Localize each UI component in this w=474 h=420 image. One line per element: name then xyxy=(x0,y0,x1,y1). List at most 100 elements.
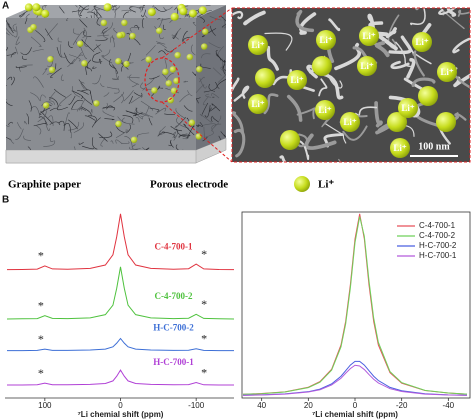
fiber xyxy=(144,15,155,18)
ion-label: Li⁺ xyxy=(393,143,407,153)
li-ball xyxy=(195,133,202,140)
fiber xyxy=(140,111,154,118)
fiber xyxy=(217,78,226,89)
fiber xyxy=(156,42,167,49)
series-label: H-C-700-1 xyxy=(153,357,194,367)
li-ball xyxy=(186,53,193,61)
fiber xyxy=(94,5,108,12)
fiber xyxy=(60,44,68,58)
fiber xyxy=(6,32,10,36)
sem-ridge xyxy=(338,159,342,162)
fiber xyxy=(86,59,92,69)
sem-ridge xyxy=(295,10,315,33)
fiber xyxy=(92,52,101,58)
fiber xyxy=(68,41,73,48)
fiber xyxy=(149,75,160,80)
spectrum-line xyxy=(6,266,235,320)
fiber xyxy=(13,26,18,38)
sem-ridge xyxy=(299,12,317,35)
fiber xyxy=(48,115,54,127)
fiber xyxy=(202,136,208,142)
ion-label: Li⁺ xyxy=(362,31,376,41)
fiber xyxy=(210,93,220,99)
fiber xyxy=(158,126,166,137)
fiber xyxy=(201,102,209,115)
fiber xyxy=(141,9,147,18)
fiber xyxy=(129,27,140,32)
fiber xyxy=(148,117,153,126)
fiber xyxy=(122,11,129,18)
li-legend-ball xyxy=(294,176,310,192)
fiber xyxy=(141,147,145,150)
fiber xyxy=(159,34,165,40)
fiber xyxy=(201,53,211,59)
fiber xyxy=(97,34,109,37)
fiber xyxy=(76,107,82,112)
fiber xyxy=(24,120,28,125)
fiber xyxy=(156,41,166,45)
fiber xyxy=(196,98,199,104)
fiber xyxy=(48,100,55,105)
fiber xyxy=(114,12,116,18)
legend-label: Li⁺ xyxy=(318,179,334,191)
fiber xyxy=(67,58,76,67)
fiber xyxy=(50,67,62,78)
annotation: * xyxy=(38,332,44,346)
sem-ridge xyxy=(412,50,425,77)
fiber xyxy=(115,129,128,139)
li-ball xyxy=(116,32,123,39)
fiber xyxy=(100,136,107,147)
li-ball xyxy=(24,3,33,12)
fiber xyxy=(196,94,201,99)
li-ball xyxy=(315,100,335,120)
fiber xyxy=(64,112,70,126)
li-ball xyxy=(103,3,112,12)
spectrum-line xyxy=(242,360,468,396)
fiber xyxy=(32,49,44,52)
fiber xyxy=(115,68,120,79)
fiber xyxy=(145,77,155,86)
sem-frame xyxy=(231,7,471,163)
sem-ridge xyxy=(232,77,240,93)
sem-ridge xyxy=(263,93,279,115)
sem-ridge xyxy=(233,128,246,158)
annotation: * xyxy=(38,366,44,380)
li-ball xyxy=(201,43,208,50)
fiber xyxy=(19,64,33,72)
fiber xyxy=(70,108,83,111)
x-tick-label: -100 xyxy=(188,401,205,410)
fiber xyxy=(33,122,47,127)
panel-label: B xyxy=(2,195,9,206)
ion-label: Li⁺ xyxy=(440,67,454,77)
fiber xyxy=(222,64,226,75)
fiber xyxy=(199,77,207,89)
fiber xyxy=(112,64,118,74)
fiber xyxy=(81,39,95,53)
fiber xyxy=(58,120,65,131)
li-ball xyxy=(169,66,177,73)
sem-ridge xyxy=(395,41,411,67)
mesh xyxy=(6,3,226,150)
li-ball xyxy=(188,119,196,126)
fiber xyxy=(100,83,105,87)
fiber xyxy=(82,145,94,150)
li-ball xyxy=(359,26,379,46)
fiber xyxy=(6,124,10,127)
sem-ridge xyxy=(438,8,456,15)
li-ball xyxy=(129,32,136,40)
fiber xyxy=(192,71,196,76)
li-ball xyxy=(202,28,209,35)
fiber xyxy=(15,66,27,68)
li-ball xyxy=(390,138,410,158)
fiber xyxy=(142,5,146,11)
fiber xyxy=(24,18,28,25)
fiber xyxy=(98,133,108,142)
li-ball xyxy=(255,68,275,88)
fiber xyxy=(33,76,44,88)
fiber xyxy=(72,86,81,98)
fiber xyxy=(117,116,126,123)
ion-label: Li⁺ xyxy=(415,37,429,47)
fiber xyxy=(15,36,21,46)
fiber xyxy=(205,5,211,6)
